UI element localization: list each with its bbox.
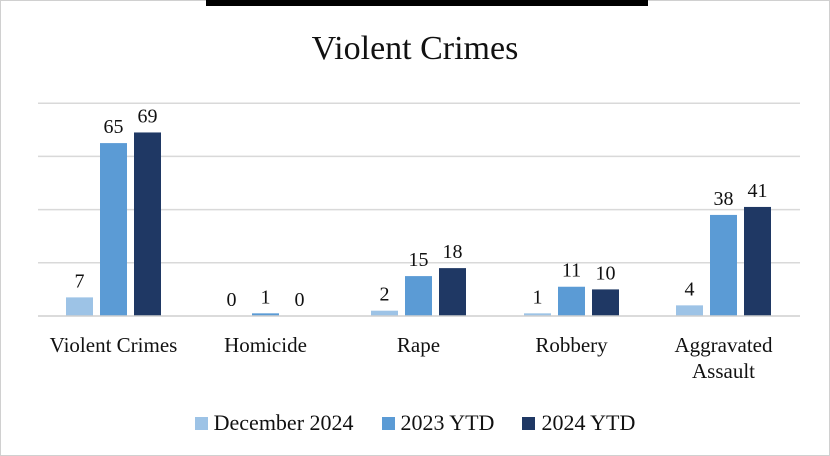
data-label: 41 [748, 180, 768, 202]
bar [592, 289, 619, 316]
data-label: 1 [533, 286, 543, 308]
bar [66, 297, 93, 316]
data-label: 65 [104, 116, 124, 138]
chart-legend: December 2024 2023 YTD 2024 YTD [0, 410, 830, 436]
bar [676, 305, 703, 316]
data-label: 11 [562, 260, 581, 282]
category-label: Robbery [535, 333, 608, 357]
data-label: 69 [138, 105, 158, 127]
category-label: Violent Crimes [50, 333, 178, 357]
legend-swatch [381, 416, 395, 430]
data-label: 18 [443, 241, 463, 263]
data-label: 38 [714, 188, 734, 210]
bar [100, 143, 127, 316]
category-label: Aggravated [675, 333, 773, 357]
category-label: Homicide [224, 333, 307, 357]
data-label: 4 [685, 278, 695, 300]
legend-label: December 2024 [213, 410, 354, 435]
bar [558, 286, 585, 316]
data-label: 0 [227, 289, 237, 311]
category-label: Rape [397, 333, 440, 357]
bar [252, 313, 279, 316]
chart-title: Violent Crimes [311, 30, 519, 67]
bar [744, 206, 771, 316]
bar [371, 310, 398, 316]
bar [524, 313, 551, 316]
data-label: 7 [75, 270, 85, 292]
bar [439, 268, 466, 316]
data-label: 0 [295, 289, 305, 311]
legend-swatch [194, 416, 208, 430]
legend-item: 2024 YTD [522, 410, 635, 436]
bar [134, 132, 161, 316]
legend-item: December 2024 [194, 410, 354, 436]
legend-label: 2023 YTD [400, 410, 495, 435]
legend-swatch [522, 416, 536, 430]
data-label: 10 [596, 262, 616, 284]
category-label: Assault [692, 359, 755, 383]
legend-label: 2024 YTD [541, 410, 636, 435]
data-label: 1 [261, 286, 271, 308]
top-black-bar [206, 0, 648, 6]
legend-item: 2023 YTD [381, 410, 495, 436]
bar [405, 276, 432, 316]
data-label: 15 [409, 249, 429, 271]
data-label: 2 [380, 284, 390, 306]
bar [710, 214, 737, 316]
